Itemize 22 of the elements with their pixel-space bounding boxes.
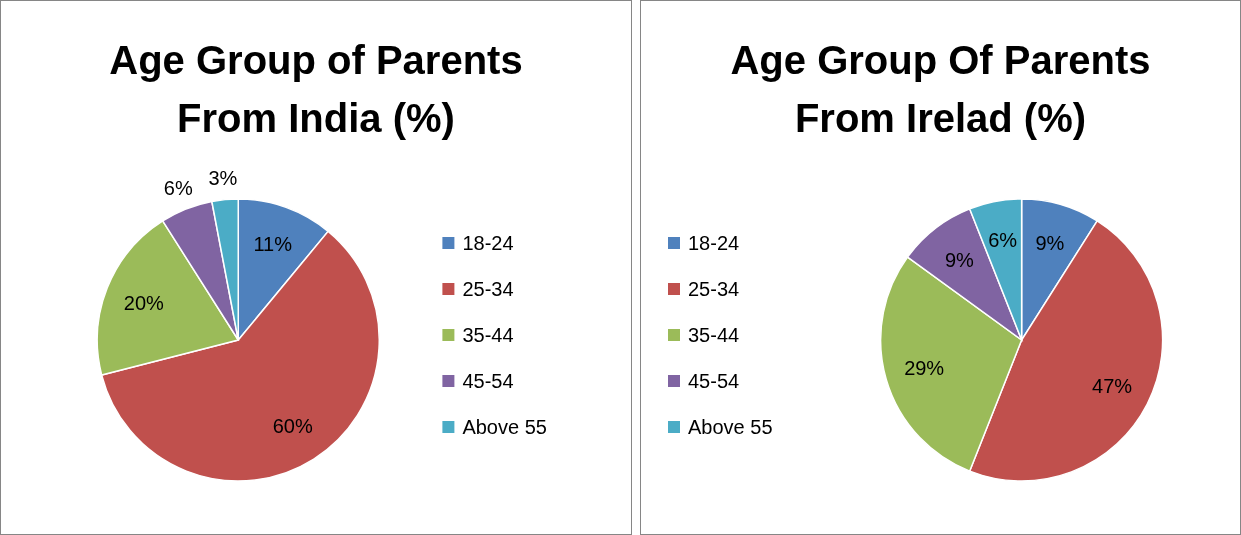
legend-label: 45-54	[688, 370, 740, 392]
data-label: 9%	[1035, 231, 1065, 254]
legend-label: 35-44	[688, 324, 740, 346]
legend-label: 25-34	[688, 278, 740, 300]
legend-label: 45-54	[462, 370, 514, 392]
legend-label: 25-34	[462, 278, 514, 300]
data-label: 3%	[208, 166, 238, 189]
data-label: 9%	[944, 248, 975, 271]
legend-label: 18-24	[688, 232, 740, 254]
data-label: 11%	[253, 233, 293, 256]
chart-title: Age Group of Parents From India (%)	[109, 38, 523, 140]
data-label: 6%	[163, 177, 193, 200]
chart-title: Age Group Of Parents From Irelad (%)	[730, 38, 1151, 140]
data-label: 20%	[123, 291, 165, 314]
legend-label: 18-24	[462, 232, 514, 254]
data-label: 6%	[988, 229, 1018, 252]
legend-label: Above 55	[688, 416, 773, 438]
legend-label: Above 55	[462, 416, 547, 438]
data-label: 47%	[1092, 375, 1133, 398]
data-label: 29%	[904, 357, 945, 380]
data-label: 60%	[272, 414, 313, 437]
legend-label: 35-44	[462, 324, 514, 346]
